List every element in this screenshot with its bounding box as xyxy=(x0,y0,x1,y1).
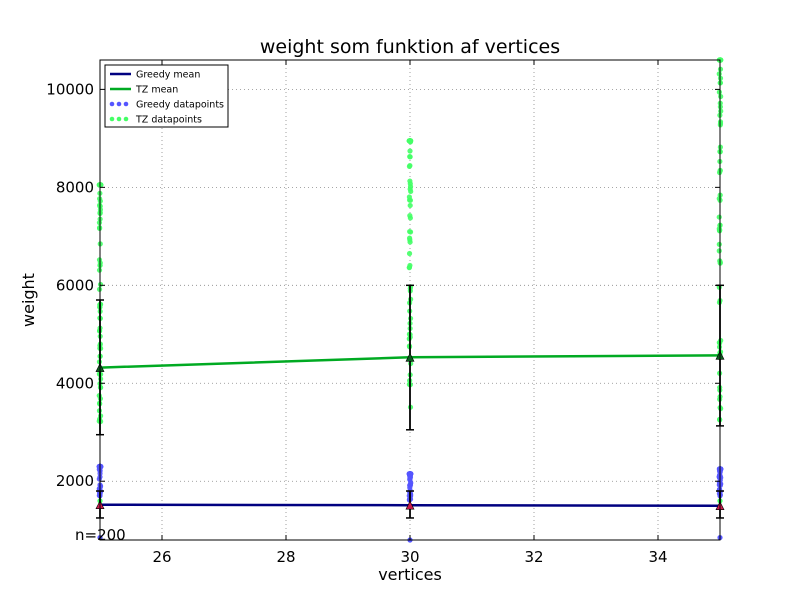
scatter-point xyxy=(716,241,722,247)
scatter-point xyxy=(716,248,722,254)
scatter-point xyxy=(406,194,413,200)
scatter-point xyxy=(406,250,413,257)
mean-marker xyxy=(405,352,415,362)
x-tick-label: 26 xyxy=(152,548,171,566)
y-axis-label: weight xyxy=(19,273,38,327)
y-tick-label: 8000 xyxy=(56,178,94,196)
scatter-point xyxy=(407,228,413,235)
x-tick-label: 34 xyxy=(648,548,667,566)
legend-label: TZ mean xyxy=(135,85,178,96)
scatter-point xyxy=(407,237,413,243)
scatter-point xyxy=(716,71,722,77)
legend-label: TZ datapoints xyxy=(135,115,202,126)
scatter-point xyxy=(407,202,413,209)
chart-title: weight som funktion af vertices xyxy=(260,36,560,58)
legend-dot xyxy=(109,101,115,107)
legend-dot xyxy=(116,101,122,107)
sample-size-annotation: n=200 xyxy=(75,526,126,544)
scatter-point xyxy=(97,281,104,288)
legend-dot xyxy=(123,116,129,122)
y-tick-label: 6000 xyxy=(56,276,94,294)
scatter-point xyxy=(407,471,413,477)
scatter-point xyxy=(407,138,413,144)
mean-marker xyxy=(405,500,415,510)
legend-dot xyxy=(109,116,115,122)
y-tick-label: 10000 xyxy=(46,80,94,98)
legend-label: Greedy mean xyxy=(136,70,200,81)
scatter-point xyxy=(717,75,724,81)
grid-lines xyxy=(100,60,720,540)
scatter-point xyxy=(716,214,722,220)
scatter-point xyxy=(407,215,413,221)
x-axis-label: vertices xyxy=(378,565,442,584)
legend-label: Greedy datapoints xyxy=(136,100,224,111)
scatter-point xyxy=(718,108,724,114)
legend-dot xyxy=(116,116,122,122)
y-tick-label: 4000 xyxy=(56,374,94,392)
scatter-point xyxy=(407,154,413,160)
x-tick-label: 28 xyxy=(276,548,295,566)
legend: Greedy mean TZ mean Greedy datapoints TZ da… xyxy=(104,64,229,128)
scatter-point xyxy=(96,220,103,226)
scatter-point xyxy=(407,476,413,482)
x-tick-label: 30 xyxy=(400,548,419,566)
legend-box xyxy=(104,64,229,128)
scatter-point xyxy=(407,262,413,269)
scatter-point xyxy=(718,93,724,100)
y-tick-label: 2000 xyxy=(56,472,94,490)
scatter-point xyxy=(408,188,414,195)
scatter-point xyxy=(406,163,413,170)
x-tick-label: 32 xyxy=(524,548,543,566)
scatter-point xyxy=(716,89,722,95)
axis-ticks: 2000 4000 6000 8000 10000 26 28 30 32 34 xyxy=(46,60,720,566)
scatter-point xyxy=(717,481,724,487)
scatter-point xyxy=(407,148,413,154)
scatter-point xyxy=(407,183,414,190)
scatter-point xyxy=(96,476,102,482)
scatter-point xyxy=(407,178,413,184)
legend-dot xyxy=(123,101,129,107)
